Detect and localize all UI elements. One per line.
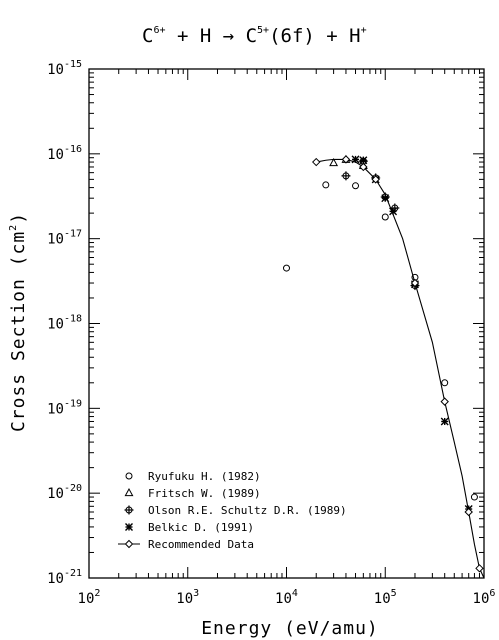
data-point <box>475 564 484 573</box>
legend-marker <box>124 505 134 515</box>
legend-label-ryufuku: Ryufuku H. (1982) <box>148 470 261 483</box>
legend-label-belkic: Belkic D. (1991) <box>148 521 254 534</box>
marker-shape <box>470 493 478 501</box>
data-point <box>440 417 449 426</box>
marker-shape <box>322 181 330 189</box>
x-tick-label: 102 <box>78 588 101 607</box>
legend-marker <box>125 523 133 531</box>
x-axis-label: Energy (eV/amu) <box>201 618 379 639</box>
legend-marker <box>124 487 134 497</box>
data-point <box>329 157 339 167</box>
x-tick-label: 105 <box>374 588 397 607</box>
marker-shape <box>410 278 420 288</box>
y-tick-label: 10-15 <box>47 59 82 78</box>
data-point <box>322 181 330 189</box>
marker-shape <box>352 182 360 190</box>
y-tick-label: 10-20 <box>47 483 82 502</box>
x-axis-ticks <box>88 69 485 578</box>
data-point <box>359 156 368 165</box>
marker-shape <box>441 379 449 387</box>
series-3 <box>351 155 473 514</box>
data-point <box>464 507 473 517</box>
y-tick-label: 10-17 <box>47 229 82 248</box>
y-tick-label: 10-19 <box>47 398 82 417</box>
legend-marker <box>124 539 134 549</box>
marker-shape <box>341 155 351 164</box>
y-axis-tick-labels: 10-21 10-20 10-19 10-18 10-17 10-16 10-15 <box>47 59 82 587</box>
marker-shape <box>371 175 380 184</box>
data-point <box>371 175 380 184</box>
legend-markers <box>118 472 140 549</box>
data-point <box>440 397 449 406</box>
data-point <box>352 182 360 190</box>
y-tick-label: 10-21 <box>47 568 82 587</box>
legend-label-recommended: Recommended Data <box>148 538 254 551</box>
marker-shape <box>312 157 321 167</box>
legend: Ryufuku H. (1982) Fritsch W. (1989) Olso… <box>118 470 347 551</box>
data-point <box>359 162 368 172</box>
chart-title: C6+ + H → C5+(6f) + H+ <box>142 25 367 47</box>
x-tick-label: 106 <box>473 588 496 607</box>
x-axis-tick-labels: 102 103 104 105 106 <box>78 588 496 607</box>
marker-shape <box>475 564 484 573</box>
y-tick-label: 10-16 <box>47 144 82 163</box>
marker-shape <box>440 397 449 406</box>
marker-shape <box>381 213 389 221</box>
marker-shape <box>283 264 290 272</box>
chart-title-text: C6+ + H → C5+(6f) + H+ <box>142 25 367 47</box>
marker-shape <box>124 487 134 497</box>
data-point <box>441 379 449 387</box>
x-tick-label: 103 <box>176 588 199 607</box>
x-tick-label: 104 <box>275 588 298 607</box>
marker-shape <box>359 162 368 172</box>
legend-label-olson: Olson R.E. Schultz D.R. (1989) <box>148 504 347 517</box>
marker-shape <box>125 472 133 480</box>
y-axis-label: Cross Section (cm2) <box>8 212 29 432</box>
data-point <box>470 493 478 501</box>
data-point <box>381 213 389 221</box>
series-2 <box>341 156 420 291</box>
marker-shape <box>329 157 339 167</box>
series-4 <box>312 155 485 579</box>
plot-frame <box>88 68 485 579</box>
legend-label-fritsch: Fritsch W. (1989) <box>148 487 261 500</box>
y-tick-label: 10-18 <box>47 314 82 333</box>
y-axis-ticks <box>89 68 484 579</box>
data-point <box>410 278 420 288</box>
marker-shape <box>464 507 473 517</box>
data-point <box>341 155 351 164</box>
series-0 <box>283 181 478 501</box>
marker-shape <box>124 539 134 549</box>
data-point <box>283 264 290 272</box>
data-point <box>341 171 351 181</box>
legend-marker <box>125 472 133 480</box>
data-series <box>283 154 485 579</box>
data-point <box>312 157 321 167</box>
